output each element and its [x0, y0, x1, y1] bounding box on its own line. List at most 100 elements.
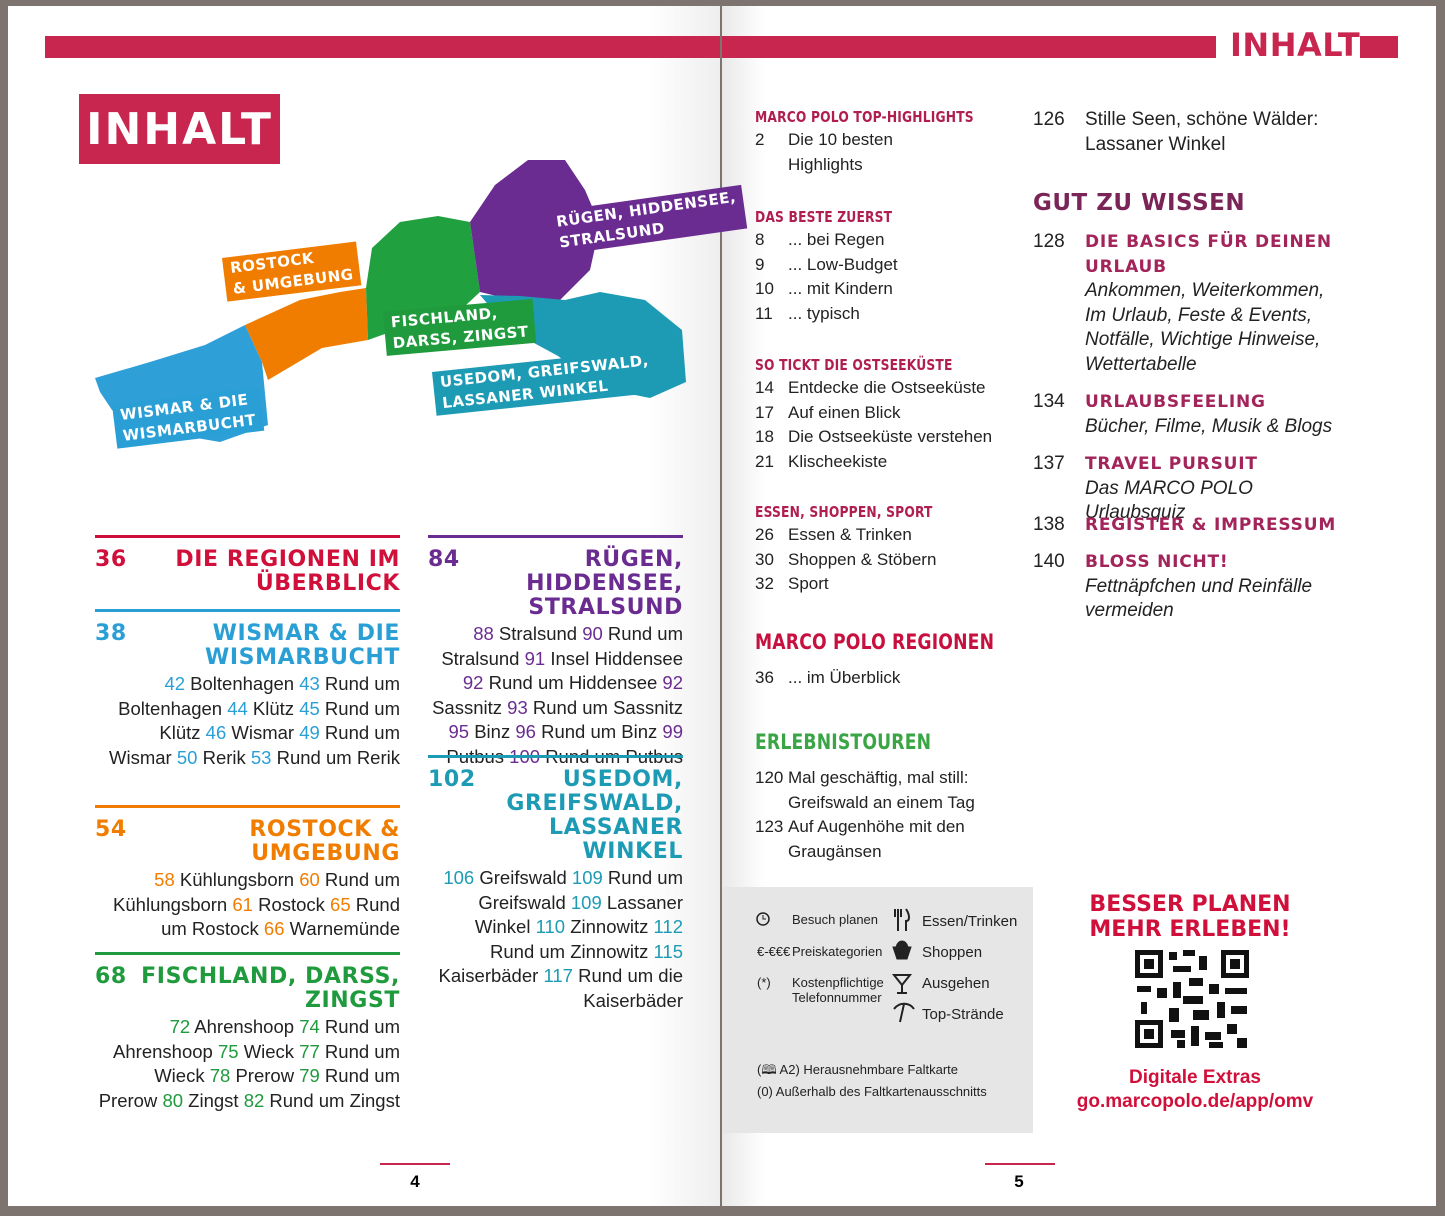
entry-page: 120: [755, 768, 784, 787]
legend-text: Preiskategorien: [792, 944, 883, 959]
entry-page: 8: [755, 230, 765, 249]
entry-page: 115: [653, 940, 684, 962]
entry-page: 99: [662, 721, 683, 743]
entry-line: Lassaner Winkel: [1085, 133, 1226, 155]
entry-line: Entdecke die Ostseeküste: [788, 378, 986, 397]
contents-entry: 21 Klischeekiste: [755, 450, 1025, 475]
promo-url: go.marcopolo.de/app/omv: [1076, 1091, 1314, 1112]
entry-text: TRAVEL PURSUIT Das MARCO POLO Urlaubsquiz: [1085, 452, 1353, 526]
icon-bar: [891, 974, 913, 994]
entry-line: Mal geschäftig, mal still:: [788, 768, 969, 787]
entry-page: 91: [524, 647, 546, 669]
entry-line: ... mit Kindern: [788, 279, 893, 299]
entry-page: 117: [543, 965, 573, 987]
entry-line: ... Low-Budget: [788, 254, 898, 274]
entry-line: Highlights: [788, 154, 863, 174]
promo-line: MEHR ERLEBEN!: [1089, 917, 1291, 942]
entry-text: Boltenhagen: [190, 673, 295, 694]
entry-page: 88: [473, 623, 494, 644]
entry-text: Rund um Zingst: [269, 1089, 400, 1111]
region-title-line: LASSANER WINKEL: [549, 815, 683, 864]
region-title-line: GREIFSWALD,: [506, 791, 683, 816]
promo-links: Digitale Extras go.marcopolo.de/app/omv: [1050, 1066, 1340, 1114]
page-number-rule: [985, 1163, 1055, 1165]
region-title-line: DIE REGIONEN IM: [175, 547, 400, 572]
entry-page: 18: [755, 427, 774, 447]
entry-title: URLAUB: [1085, 256, 1167, 277]
entry-page: 112: [653, 916, 684, 938]
region-header: 84 RÜGEN, HIDDENSEE, STRALSUND: [428, 548, 683, 620]
section-heading: MARCO POLO REGIONEN: [755, 630, 995, 654]
region-page: 102: [428, 767, 476, 792]
entry-line: Sport: [788, 574, 829, 594]
entry-page: 42: [164, 673, 186, 694]
legend-symbol: (*): [757, 975, 771, 990]
contents-entry: 9 ... Low-Budget: [755, 253, 1025, 278]
entry-line: Graugänsen: [788, 842, 882, 862]
entry-subtitle: Bücher, Filme, Musik & Blogs: [1085, 415, 1333, 437]
entry-line: Die Ostseeküste verstehen: [788, 427, 993, 447]
region-entries: 72 Ahrenshoop 74 Rund um Ahrenshoop 75 W…: [95, 1015, 400, 1113]
contents-entry: 128 DIE BASICS FÜR DEINEN URLAUB Ankommen, …: [1033, 230, 1353, 378]
entry-text: Rund um Ahrenshoop: [113, 1016, 400, 1062]
entry-page: 138: [1033, 514, 1065, 535]
region-rule: [95, 609, 400, 612]
entry-text: Rund um Klütz: [159, 697, 400, 744]
contents-entry: 32 Sport: [755, 572, 1025, 597]
entry-line: ... typisch: [788, 304, 860, 324]
region-title-line: ROSTOCK &: [249, 817, 400, 842]
entry-line: Shoppen & Stöbern: [788, 549, 937, 569]
entry-text: BLOSS NICHT! Fettnäpfchen und Reinfälle ve…: [1085, 550, 1312, 624]
entry-text: Kaiserbäder: [438, 965, 539, 987]
region-header: 36 DIE REGIONEN IM ÜBERBLICK: [95, 548, 400, 596]
entry-text: Sport: [788, 572, 829, 597]
entry-line: Auf einen Blick: [788, 402, 901, 422]
region-page: 68: [95, 964, 127, 989]
entry-text: ... Low-Budget: [788, 253, 898, 278]
region-title-line: STRALSUND: [528, 595, 683, 620]
entry-text: Rund um Wismar: [109, 722, 400, 768]
contents-entry: 11 ... typisch: [755, 302, 1025, 327]
legend-symbol: €-€€€: [757, 944, 791, 959]
section-heading: DAS BESTE ZUERST: [755, 208, 893, 226]
entry-text: Wieck: [243, 1040, 295, 1062]
entry-line: Essen & Trinken: [788, 525, 912, 544]
entry-page: 2: [755, 130, 765, 149]
region-header: 54 ROSTOCK & UMGEBUNG: [95, 818, 400, 866]
qr-modules: [1135, 950, 1249, 1048]
entry-page: 53: [250, 746, 272, 768]
legend-text: Besuch planen: [792, 912, 879, 927]
entry-page: 106: [443, 867, 475, 888]
region-page: 54: [95, 817, 127, 842]
entry-page: 58: [154, 869, 175, 890]
contents-entry: 18 Die Ostseeküste verstehen: [755, 425, 1025, 450]
region: 102 USEDOM, GREIFSWALD, LASSANER WINKEL 106 …: [428, 755, 684, 1014]
map-ruegen: [470, 160, 600, 300]
entry-page: 21: [755, 452, 774, 472]
region-title-line: ZINGST: [304, 988, 400, 1013]
entry-page: 46: [205, 722, 227, 744]
entry-page: 137: [1033, 453, 1065, 474]
region-rule: [95, 952, 400, 955]
entry-page: 66: [263, 918, 285, 940]
contents-entry: 2 Die 10 besten Highlights: [755, 128, 1025, 177]
legend-text: Shoppen: [922, 944, 983, 961]
entry-text: Lassaner Winkel: [474, 891, 683, 938]
region-title: WISMAR & DIE WISMARBUCHT: [205, 622, 400, 670]
header-bar: [722, 36, 1216, 58]
entry-page: 74: [299, 1016, 320, 1037]
entry-page: 30: [755, 549, 774, 569]
contents-entry: 8 ... bei Regen: [755, 228, 1025, 253]
contents-entry: 140 BLOSS NICHT! Fettnäpfchen und Reinfäll…: [1033, 550, 1353, 624]
header-bar: [45, 36, 720, 58]
contents-section: MARCO POLO REGIONEN 36 ... im Überblick: [755, 630, 1025, 691]
entry-page: 123: [755, 817, 784, 837]
contents-section: DAS BESTE ZUERST 8 ... bei Regen 9 ... Low-B…: [755, 208, 1025, 327]
region-page: 36: [95, 547, 127, 572]
region-entries: 42 Boltenhagen 43 Rund um Boltenhagen 44…: [95, 672, 400, 770]
entry-page: 61: [232, 893, 253, 915]
entry-page: 14: [755, 378, 774, 397]
contents-section: SO TICKT DIE OSTSEEKÜSTE 14 Entdecke die O…: [755, 356, 1025, 475]
entry-page: 134: [1033, 391, 1065, 412]
entry-text: Rund um Kühlungsborn: [113, 869, 400, 915]
